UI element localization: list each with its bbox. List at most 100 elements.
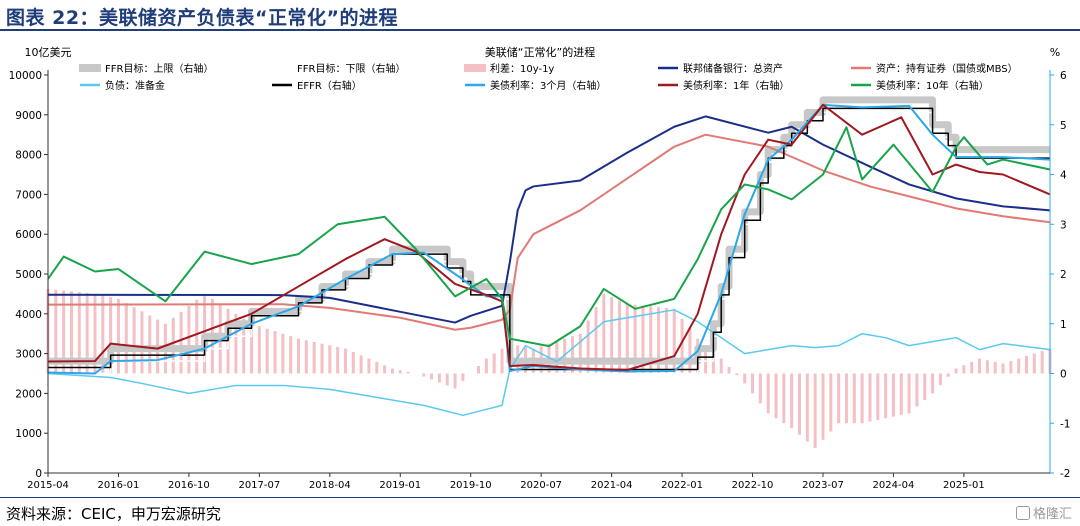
right-tick-label: 6 (1060, 70, 1067, 82)
spread-bar (688, 328, 692, 374)
spread-bar (876, 373, 880, 420)
spread-bar (844, 373, 848, 424)
spread-bar (868, 373, 872, 422)
spread-bar (359, 355, 363, 374)
spread-bar (250, 323, 254, 374)
spread-bar (931, 373, 935, 394)
spread-bar (406, 371, 410, 374)
spread-bar (273, 331, 277, 374)
spread-bar (680, 318, 684, 374)
spread-bar (641, 305, 645, 374)
x-tick-label: 2019-01 (379, 480, 421, 491)
spread-bar (735, 373, 739, 376)
legend-label: 美债利率：1年（右轴） (683, 79, 789, 92)
legend-label: 美债利率：10年（右轴） (876, 79, 989, 92)
x-tick-label: 2018-04 (309, 480, 351, 491)
spread-bar (727, 366, 731, 374)
spread-bar (101, 295, 105, 374)
spread-bar (69, 291, 73, 374)
spread-bar (1025, 356, 1029, 374)
spread-bar (782, 373, 786, 424)
spread-bar (187, 305, 191, 374)
spread-bar (860, 373, 864, 424)
right-tick-label: -2 (1060, 468, 1070, 480)
left-tick-label: 0 (35, 468, 42, 480)
spread-bar (954, 368, 958, 374)
spread-bar (766, 373, 770, 414)
spread-bar (1017, 358, 1021, 374)
spread-bar (132, 307, 136, 374)
spread-bar (320, 343, 324, 374)
spread-bar (915, 373, 919, 407)
legend-label: 利差：10y-1y (490, 62, 554, 75)
spread-bar (938, 373, 942, 386)
spread-bar (109, 297, 113, 374)
spread-bar (54, 289, 58, 374)
figure-title: 图表 22：美联储资产负债表“正常化”的进程 (6, 7, 399, 29)
x-tick-label: 2016-01 (98, 480, 140, 491)
spread-bar (383, 365, 387, 374)
spread-bar (484, 358, 488, 374)
spread-bar (77, 292, 81, 374)
spread-bar (774, 373, 778, 419)
left-tick-label: 8000 (15, 150, 42, 162)
spread-bar (242, 318, 246, 374)
spread-bar (946, 373, 950, 377)
left-tick-label: 3000 (15, 349, 42, 361)
spread-bar (837, 373, 841, 424)
spread-bar (891, 373, 895, 417)
spread-bar (821, 373, 825, 440)
right-tick-label: 1 (1060, 319, 1067, 331)
spread-bar (265, 328, 269, 374)
spread-bar (978, 358, 982, 374)
spread-bar (625, 303, 629, 374)
legend: FFR目标：上限（右轴） FFR目标：下限（右轴） 利差：10y-1y 联邦储备银行：… (79, 62, 1018, 92)
spread-bar (617, 300, 621, 374)
spread-bar (492, 353, 496, 374)
right-tick-label: 4 (1060, 170, 1067, 182)
spread-bar (140, 311, 144, 374)
spread-bar (148, 315, 152, 374)
spread-bar (1009, 361, 1013, 374)
spread-bar (970, 361, 974, 374)
spread-bar (907, 373, 911, 414)
left-tick-label: 7000 (15, 189, 42, 201)
series-3-line (47, 115, 1051, 324)
spread-bar (758, 373, 762, 404)
spread-bar (852, 373, 856, 424)
spread-bar (657, 307, 661, 374)
spread-bar (672, 308, 676, 374)
series-8-line (47, 103, 1051, 372)
spread-bar (328, 345, 332, 374)
spread-bar (962, 365, 966, 374)
left-tick-label: 9000 (15, 110, 42, 122)
right-tick-label: 0 (1060, 369, 1067, 381)
spread-bar (790, 373, 794, 429)
source-note: 资料来源：CEIC，申万宏源研究 (6, 505, 221, 523)
series-6-line (48, 107, 1050, 371)
spread-bar (923, 373, 927, 401)
series-0-line (48, 96, 1050, 365)
spread-bar (195, 299, 199, 374)
x-tick-label: 2022-10 (732, 480, 774, 491)
x-tick-label: 2020-07 (520, 480, 562, 491)
spread-bar (477, 366, 481, 374)
spread-bar (743, 373, 747, 384)
spread-bar (116, 298, 120, 374)
legend-label: 美债利率：3个月（右轴） (490, 79, 606, 92)
x-tick-label: 2023-07 (802, 480, 844, 491)
x-tick-label: 2015-04 (27, 480, 69, 491)
spread-bar (563, 338, 567, 374)
spread-bar (398, 370, 402, 374)
spread-bar (751, 373, 755, 394)
watermark: 格隆汇 (1015, 503, 1072, 522)
spread-bar (899, 373, 903, 415)
spread-bar (445, 373, 449, 386)
chart-area: 0 1000 2000 3000 4000 5000 6000 7000 8000 9000 100… (9, 45, 1071, 491)
spread-bar (798, 373, 801, 435)
spread-bar (304, 340, 308, 374)
right-tick-label: 2 (1060, 269, 1067, 281)
title-divider (0, 29, 1080, 31)
spread-bar (234, 313, 238, 374)
spread-bar (570, 336, 574, 374)
